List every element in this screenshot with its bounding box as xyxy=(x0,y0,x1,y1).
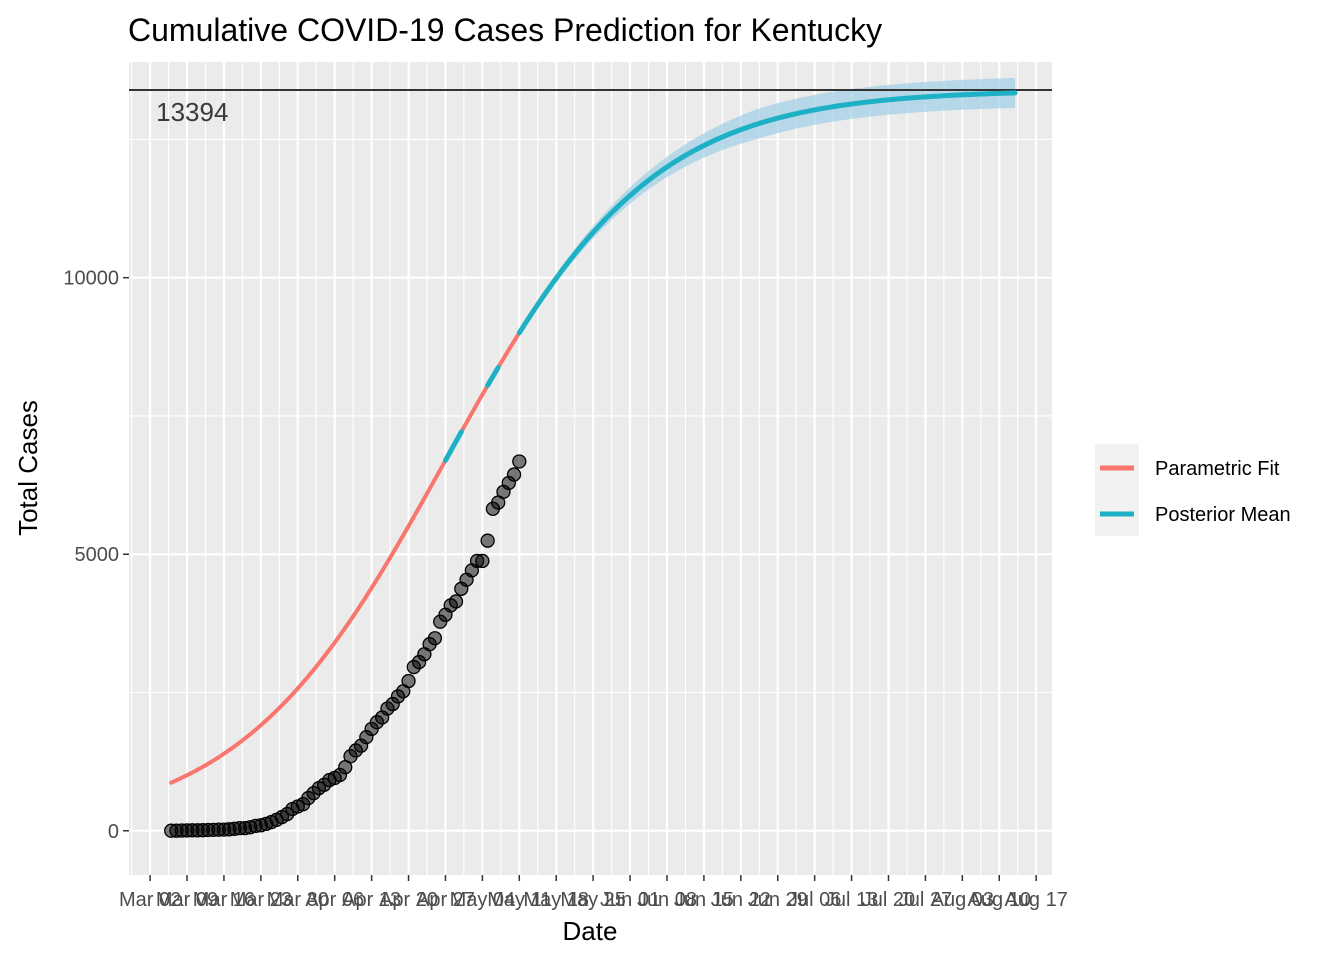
x-tick-label: Jun 01 xyxy=(600,889,660,911)
x-tick-label: Jun 15 xyxy=(674,889,734,911)
y-tick-label: 5000 xyxy=(75,544,120,566)
x-tick-label: Aug 17 xyxy=(1004,889,1067,911)
observed-point xyxy=(427,631,443,646)
x-tick-label: Mar 16 xyxy=(193,889,255,911)
x-tick-label: Mar 30 xyxy=(267,889,329,911)
x-tick-label: Mar 09 xyxy=(156,889,218,911)
observed-point xyxy=(401,673,416,689)
x-tick-label: Jun 08 xyxy=(637,889,697,911)
capacity-line: 13394 xyxy=(129,88,1052,127)
observed-point xyxy=(475,553,490,569)
posterior-mean-line xyxy=(516,90,1018,336)
x-tick-label: Jun 22 xyxy=(711,889,771,911)
plot-panel xyxy=(129,62,1052,875)
x-tick-label: Aug 03 xyxy=(931,889,994,911)
posterior-mean xyxy=(442,90,1018,463)
x-tick-label: Jul 06 xyxy=(788,889,841,911)
x-tick-label: May 11 xyxy=(487,889,551,911)
x-tick-label: Jul 13 xyxy=(825,889,878,911)
legend-label: Parametric Fit xyxy=(1155,458,1280,480)
y-tick-label: 10000 xyxy=(63,268,119,290)
observed-points xyxy=(164,454,527,838)
y-tick-label: 0 xyxy=(108,821,119,843)
x-tick-label: Apr 06 xyxy=(305,889,364,911)
grid-major xyxy=(129,62,1052,875)
y-axis-title: Total Cases xyxy=(13,400,43,536)
legend: Parametric Fit Posterior Mean xyxy=(1095,444,1291,536)
observed-point xyxy=(448,594,464,609)
legend-label: Posterior Mean xyxy=(1155,504,1291,526)
x-tick-label: Apr 13 xyxy=(342,889,401,911)
observed-point xyxy=(512,454,527,469)
x-tick-label: May 18 xyxy=(523,889,589,911)
x-tick-label: Aug 10 xyxy=(968,889,1031,911)
capacity-label: 13394 xyxy=(156,97,228,127)
grid-minor xyxy=(129,62,1052,875)
x-tick-label: May 25 xyxy=(560,889,626,911)
x-tick-label: Jul 27 xyxy=(899,889,952,911)
posterior-mean-segment xyxy=(442,429,464,463)
chart-title: Cumulative COVID-19 Cases Prediction for… xyxy=(128,12,882,48)
x-tick-label: Jul 20 xyxy=(862,889,915,911)
x-tick-label: May 04 xyxy=(450,889,516,911)
legend-key-background xyxy=(1095,444,1139,536)
x-tick-label: Apr 20 xyxy=(379,889,438,911)
x-tick-label: Mar 02 xyxy=(119,889,181,911)
x-tick-label: Mar 23 xyxy=(230,889,292,911)
y-axis: 0 5000 10000 xyxy=(63,268,129,843)
x-tick-label: Apr 27 xyxy=(416,889,475,911)
observed-point xyxy=(506,467,522,482)
x-tick-label: Jun 29 xyxy=(748,889,808,911)
observed-point xyxy=(480,533,495,548)
posterior-mean-segment xyxy=(485,364,501,388)
x-axis-title: Date xyxy=(563,916,618,946)
